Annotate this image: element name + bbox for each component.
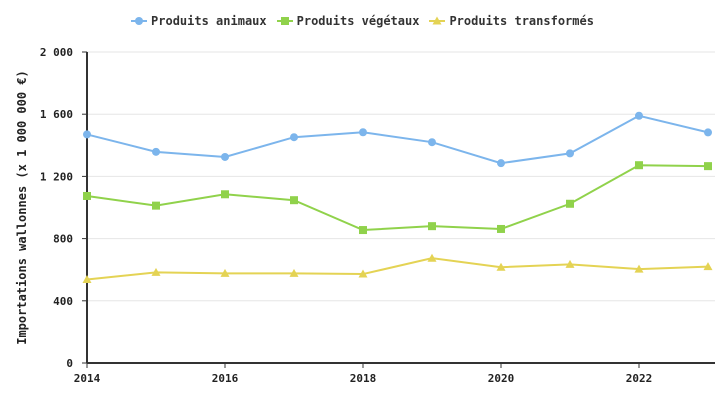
legend-swatch xyxy=(276,17,293,25)
data-point xyxy=(290,133,298,142)
data-point xyxy=(496,262,506,271)
y-tick-label: 1 600 xyxy=(40,108,73,121)
series-square xyxy=(83,161,712,235)
y-tick-label: 0 xyxy=(66,357,73,370)
chart-legend[interactable]: Produits animaux Produits végétaux Produit… xyxy=(0,14,725,28)
data-point xyxy=(566,199,574,208)
legend-label: Produits animaux xyxy=(151,14,267,28)
data-point xyxy=(152,201,160,210)
legend-swatch-marker xyxy=(280,17,289,25)
data-point xyxy=(703,262,713,271)
data-point xyxy=(221,190,229,199)
legend-swatch-marker xyxy=(432,16,442,25)
data-point xyxy=(634,264,644,273)
data-point xyxy=(428,138,436,147)
data-point xyxy=(566,149,574,158)
legend-swatch xyxy=(429,16,446,25)
data-point xyxy=(358,269,368,278)
x-tick-label: 2022 xyxy=(626,372,653,385)
data-point xyxy=(428,222,436,231)
data-point xyxy=(83,130,91,139)
data-point xyxy=(290,196,298,205)
series-line xyxy=(86,164,709,232)
y-tick-label: 400 xyxy=(53,295,73,308)
legend-swatch-marker xyxy=(135,17,144,25)
data-point xyxy=(704,128,712,137)
x-tick-label: 2018 xyxy=(350,372,377,385)
legend-item[interactable]: Produits animaux xyxy=(131,14,267,28)
y-tick-label: 1 200 xyxy=(40,170,73,183)
data-point xyxy=(220,268,230,277)
data-point xyxy=(83,191,91,200)
data-point xyxy=(497,159,505,168)
legend-label: Produits transformés xyxy=(449,14,594,28)
legend-label: Produits végétaux xyxy=(296,14,420,28)
data-point xyxy=(704,162,712,171)
data-point xyxy=(289,268,299,277)
x-tick-label: 2020 xyxy=(488,372,515,385)
x-tick-label: 2016 xyxy=(212,372,239,385)
series-line xyxy=(86,114,709,165)
series-circle xyxy=(83,111,712,168)
y-axis-title: Importations wallonnes (x 1 000 000 €) xyxy=(15,70,29,345)
y-tick-label: 800 xyxy=(53,233,73,246)
x-tick-label: 2014 xyxy=(74,372,101,385)
series-triangle xyxy=(82,253,713,283)
legend-item[interactable]: Produits végétaux xyxy=(276,14,420,28)
data-point xyxy=(152,147,160,156)
legend-swatch xyxy=(131,17,148,25)
legend-item[interactable]: Produits transformés xyxy=(429,14,594,28)
data-point xyxy=(82,274,92,283)
series-line xyxy=(86,257,709,281)
data-point xyxy=(151,267,161,276)
data-point xyxy=(635,111,643,120)
data-point xyxy=(497,224,505,233)
y-tick-label: 2 000 xyxy=(40,46,73,59)
data-point xyxy=(427,253,437,262)
data-point xyxy=(359,226,367,235)
data-point xyxy=(635,161,643,170)
data-point xyxy=(221,152,229,161)
data-point xyxy=(359,128,367,137)
data-point xyxy=(565,259,575,268)
